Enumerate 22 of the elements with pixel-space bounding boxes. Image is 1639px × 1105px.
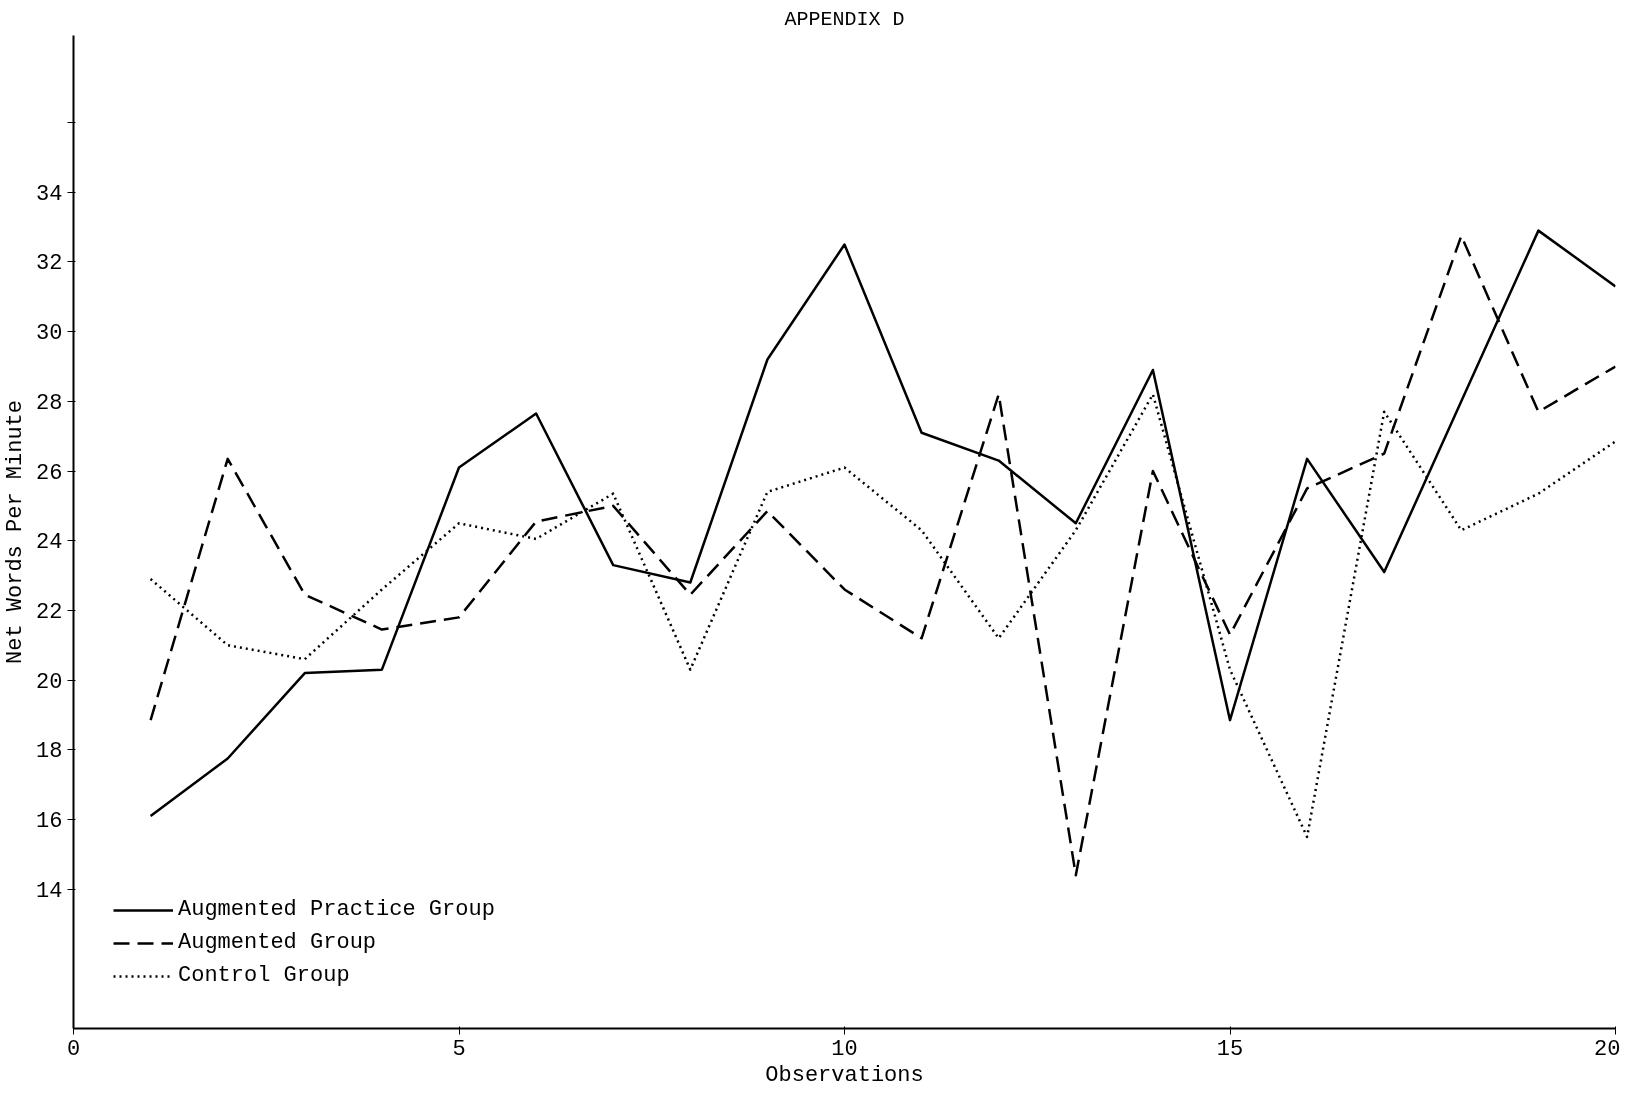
y-tick-label: 24 (36, 530, 63, 556)
x-axis-title: Observations (765, 1062, 924, 1088)
y-tick-label: 20 (36, 669, 63, 695)
y-tick-label: 22 (36, 599, 63, 625)
legend-label: Control Group (178, 963, 350, 988)
y-tick-label: 34 (36, 181, 63, 207)
legend-label: Augmented Group (178, 930, 377, 955)
y-axis-title: Net Words Per Minute (3, 399, 29, 665)
x-tick-label: 5 (452, 1036, 466, 1062)
y-tick-label: 28 (36, 390, 63, 416)
x-tick-label: 20 (1594, 1036, 1621, 1062)
chart-title: APPENDIX D (784, 7, 905, 31)
y-tick-label: 18 (36, 739, 63, 765)
y-tick-label: 14 (36, 878, 63, 904)
x-tick-label: 0 (66, 1036, 81, 1062)
x-tick-label: 15 (1216, 1036, 1244, 1062)
y-tick-label: 26 (36, 460, 63, 486)
y-tick-label: 16 (36, 808, 63, 834)
y-tick-label: 30 (36, 321, 63, 347)
x-tick-label: 10 (831, 1036, 858, 1062)
y-tick-label: 32 (36, 251, 63, 277)
legend-label: Augmented Practice Group (178, 897, 495, 922)
